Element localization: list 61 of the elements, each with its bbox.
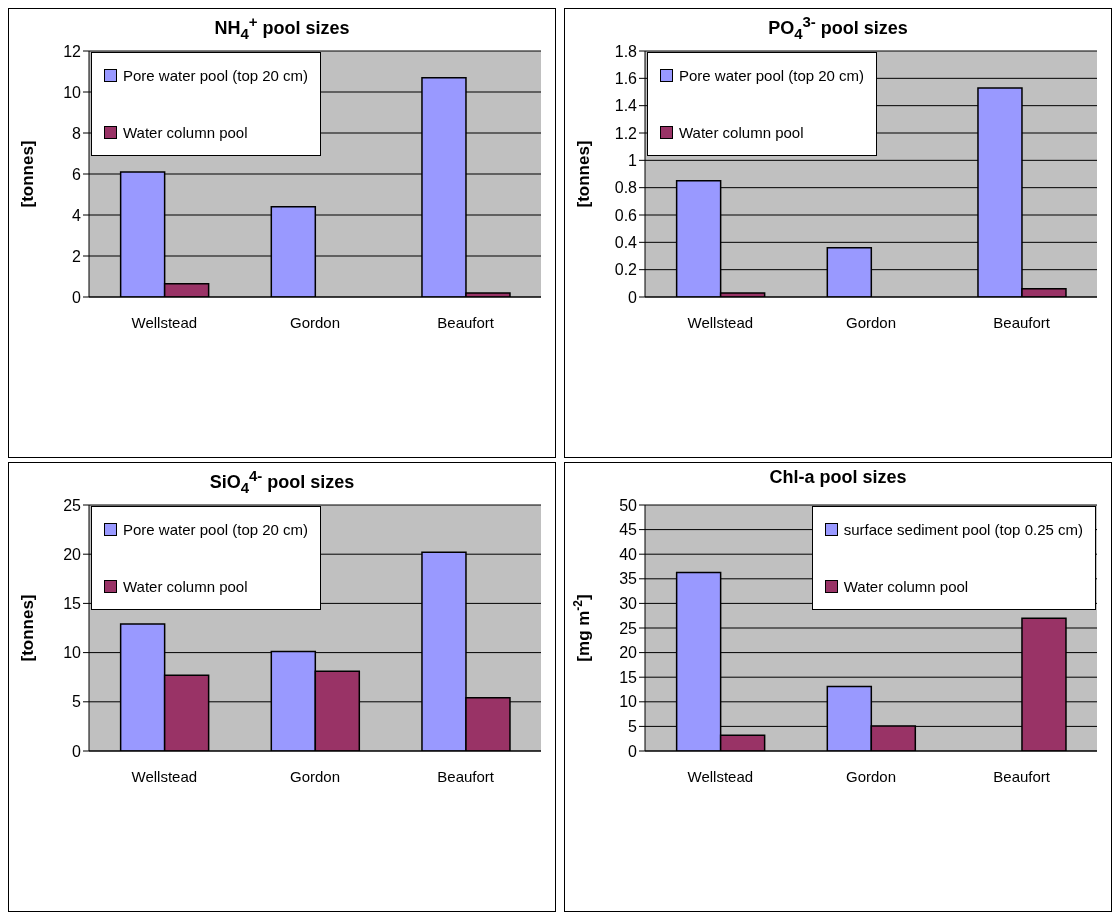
x-tick-label: Wellstead	[687, 313, 754, 331]
y-tick-label: 0.4	[614, 234, 638, 252]
y-tick-label: 30	[619, 595, 638, 613]
x-tick-label: Gordon	[845, 313, 897, 331]
y-tick-label: 1.4	[614, 97, 638, 115]
y-tick-label: 0	[72, 742, 82, 760]
y-tick-label: 0.8	[614, 179, 638, 197]
x-tick-label: Beaufort	[993, 767, 1051, 785]
y-tick-label: 2	[72, 247, 82, 265]
legend-label: Water column pool	[843, 578, 969, 595]
chart-title: SiO$_{4}$$^{4-}$ pool sizes	[208, 467, 356, 496]
y-tick-label: 20	[63, 545, 82, 563]
y-tick-label: 6	[72, 165, 82, 183]
x-tick-label: Gordon	[289, 767, 341, 785]
y-tick-label: 0.6	[614, 206, 638, 224]
y-tick-label: 12	[63, 42, 82, 60]
y-tick-label: 50	[619, 496, 638, 514]
y-tick-label: 0	[628, 288, 638, 306]
y-tick-label: 35	[619, 570, 638, 588]
legend-label: Pore water pool (top 20 cm)	[123, 521, 309, 538]
y-tick-label: 0	[72, 288, 82, 306]
legend-label: Water column pool	[123, 578, 248, 595]
x-tick-label: Gordon	[289, 313, 341, 331]
x-tick-label: Wellstead	[131, 313, 198, 331]
x-tick-label: Gordon	[845, 767, 897, 785]
x-tick-label: Beaufort	[993, 313, 1051, 331]
y-tick-label: 15	[63, 595, 82, 613]
y-axis-title: [tonnes]	[574, 140, 593, 208]
chart-title: PO$_{4}$$^{3-}$ pool sizes	[767, 13, 909, 42]
y-tick-label: 1	[628, 152, 638, 170]
y-tick-label: 10	[63, 644, 82, 662]
y-tick-label: 25	[619, 619, 638, 637]
y-tick-label: 10	[619, 693, 638, 711]
x-tick-label: Beaufort	[437, 767, 495, 785]
legend-label: Water column pool	[679, 124, 804, 141]
legend-label: Pore water pool (top 20 cm)	[679, 67, 865, 84]
y-tick-label: 0	[628, 742, 638, 760]
y-tick-label: 20	[619, 644, 638, 662]
legend-label: surface sediment pool (top 0.25 cm)	[843, 521, 1083, 538]
x-tick-label: Wellstead	[687, 767, 754, 785]
y-tick-label: 5	[72, 693, 82, 711]
y-tick-label: 1.8	[614, 42, 638, 60]
legend-label: Pore water pool (top 20 cm)	[123, 67, 309, 84]
y-tick-label: 8	[72, 124, 82, 142]
y-tick-label: 1.2	[614, 124, 638, 142]
y-tick-label: 5	[628, 718, 638, 736]
y-tick-label: 15	[619, 668, 638, 686]
y-tick-label: 45	[619, 521, 638, 539]
y-tick-label: 4	[72, 206, 82, 224]
chart-title: NH$_{4}$$^{+}$ pool sizes	[213, 13, 351, 42]
y-tick-label: 40	[619, 545, 638, 563]
x-tick-label: Beaufort	[437, 313, 495, 331]
y-tick-label: 1.6	[614, 70, 638, 88]
legend-label: Water column pool	[123, 124, 248, 141]
y-tick-label: 0.2	[614, 261, 638, 279]
y-tick-label: 10	[63, 83, 82, 101]
y-axis-title: [tonnes]	[18, 140, 37, 208]
y-axis-title: [tonnes]	[18, 594, 37, 662]
chart-title: Chl-a pool sizes	[768, 467, 908, 489]
y-tick-label: 25	[63, 496, 82, 514]
x-tick-label: Wellstead	[131, 767, 198, 785]
